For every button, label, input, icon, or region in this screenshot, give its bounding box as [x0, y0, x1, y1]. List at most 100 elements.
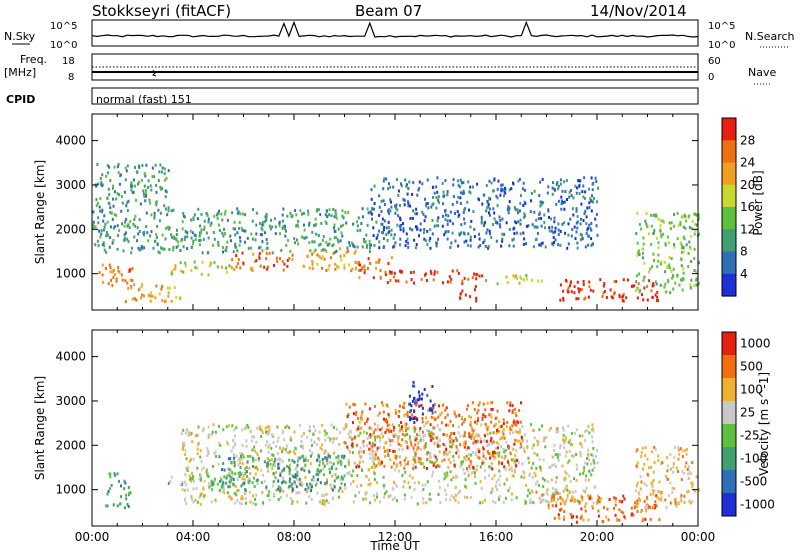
data-cell: [641, 247, 644, 251]
data-cell: [410, 404, 413, 408]
data-cell: [514, 449, 517, 453]
data-cell: [251, 219, 254, 223]
data-cell: [117, 269, 120, 273]
data-cell: [318, 458, 321, 462]
data-cell: [453, 463, 456, 467]
data-cell: [111, 270, 114, 274]
data-cell: [192, 239, 195, 243]
data-cell: [389, 272, 391, 275]
data-cell: [659, 228, 662, 231]
data-cell: [425, 202, 428, 206]
data-cell: [414, 460, 417, 464]
colorbar-segment: [722, 424, 736, 448]
data-cell: [523, 433, 526, 437]
data-cell: [112, 226, 115, 230]
data-cell: [109, 475, 112, 479]
data-cell: [479, 480, 482, 484]
data-cell: [153, 216, 156, 220]
data-cell: [659, 262, 662, 266]
data-cell: [489, 413, 492, 417]
data-cell: [282, 447, 285, 451]
data-cell: [311, 263, 314, 267]
data-cell: [670, 257, 673, 260]
data-cell: [229, 474, 232, 478]
data-cell: [318, 243, 321, 247]
data-cell: [521, 462, 524, 466]
data-cell: [437, 237, 440, 241]
data-cell: [656, 496, 659, 500]
data-cell: [286, 264, 289, 268]
data-cell: [610, 295, 613, 299]
data-cell: [438, 444, 441, 448]
data-cell: [542, 439, 545, 443]
data-cell: [384, 418, 387, 422]
noise-trace: [91, 20, 699, 38]
data-cell: [475, 421, 478, 425]
data-cell: [231, 211, 234, 215]
data-cell: [418, 394, 421, 398]
data-cell: [388, 430, 391, 434]
data-cell: [354, 260, 357, 264]
data-cell: [99, 209, 101, 213]
data-cell: [691, 482, 694, 486]
data-cell: [126, 502, 129, 506]
data-cell: [490, 442, 493, 446]
data-cell: [511, 410, 514, 414]
data-cell: [324, 213, 327, 217]
data-cell: [164, 299, 167, 303]
data-cell: [530, 423, 532, 427]
data-cell: [424, 239, 427, 243]
data-cell: [393, 271, 396, 275]
data-cell: [576, 220, 579, 224]
data-cell: [557, 199, 560, 203]
data-cell: [333, 236, 336, 240]
data-cell: [575, 191, 578, 195]
data-cell: [473, 227, 476, 231]
data-cell: [468, 464, 471, 468]
data-cell: [394, 279, 397, 283]
data-cell: [514, 459, 517, 463]
data-cell: [462, 181, 465, 185]
data-cell: [508, 200, 511, 204]
data-cell: [160, 246, 163, 250]
data-cell: [119, 173, 122, 177]
data-cell: [443, 477, 446, 481]
data-cell: [274, 225, 277, 229]
data-cell: [489, 456, 491, 460]
data-cell: [159, 187, 162, 191]
data-cell: [673, 455, 676, 459]
data-cell: [457, 491, 460, 495]
data-cell: [283, 467, 286, 471]
data-cell: [201, 260, 204, 264]
data-cell: [288, 426, 291, 430]
data-cell: [453, 412, 456, 416]
data-cell: [378, 194, 381, 198]
data-cell: [198, 495, 201, 499]
data-cell: [389, 270, 391, 274]
data-cell: [236, 207, 239, 211]
data-cell: [528, 461, 531, 464]
data-cell: [466, 467, 468, 470]
data-cell: [207, 220, 210, 224]
data-cell: [238, 221, 241, 224]
data-cell: [447, 230, 450, 234]
data-cell: [372, 494, 375, 498]
data-cell: [565, 450, 568, 454]
data-cell: [180, 432, 183, 436]
data-cell: [511, 474, 514, 478]
data-cell: [520, 435, 523, 439]
data-cell: [341, 214, 344, 218]
data-cell: [235, 426, 238, 430]
data-cell: [141, 179, 144, 182]
data-cell: [131, 279, 134, 282]
data-cell: [581, 237, 584, 241]
data-cell: [222, 428, 225, 432]
data-cell: [397, 189, 400, 193]
data-cell: [100, 181, 103, 184]
data-cell: [387, 453, 390, 457]
data-cell: [570, 189, 572, 192]
data-cell: [669, 227, 672, 231]
data-cell: [397, 279, 400, 283]
data-cell: [376, 492, 379, 496]
data-cell: [402, 480, 405, 484]
